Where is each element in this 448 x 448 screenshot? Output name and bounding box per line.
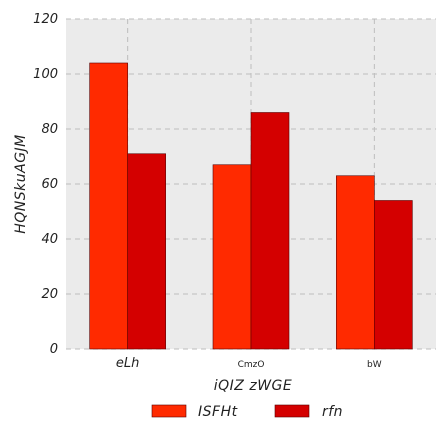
bar-ISFHt-CmzO <box>212 164 252 350</box>
bar-ISFHt-eLh <box>89 62 128 350</box>
bar-rfn-CmzO <box>250 112 290 350</box>
y-axis-title: HQNSkuAGJM <box>13 134 29 234</box>
x-tick-label: bW <box>367 360 382 370</box>
y-tick-label: 80 <box>41 122 58 137</box>
y-tick-label: 60 <box>41 177 58 192</box>
plot-area <box>66 18 436 350</box>
y-tick-label: 100 <box>33 67 58 82</box>
bar-rfn-bW <box>374 200 413 350</box>
legend-swatch <box>151 404 187 418</box>
y-tick-label: 120 <box>33 12 58 27</box>
bar-ISFHt-bW <box>336 175 375 350</box>
legend-label: rfn <box>322 404 343 420</box>
x-axis-title: iQIZ zWGE <box>214 378 292 394</box>
bar-rfn-eLh <box>127 153 166 350</box>
legend-swatch <box>274 404 310 418</box>
y-axis-ticks: 0 20 40 60 80 100 120 <box>33 12 58 357</box>
y-tick-label: 20 <box>41 287 58 302</box>
legend: ISFHt rfn <box>151 404 343 420</box>
y-tick-label: 40 <box>41 232 58 247</box>
y-tick-label: 0 <box>50 342 58 357</box>
legend-label: ISFHt <box>198 404 238 420</box>
x-axis-ticks: eLh CmzO bW <box>116 356 382 371</box>
x-tick-label: eLh <box>116 356 139 371</box>
x-tick-label: CmzO <box>238 360 265 370</box>
